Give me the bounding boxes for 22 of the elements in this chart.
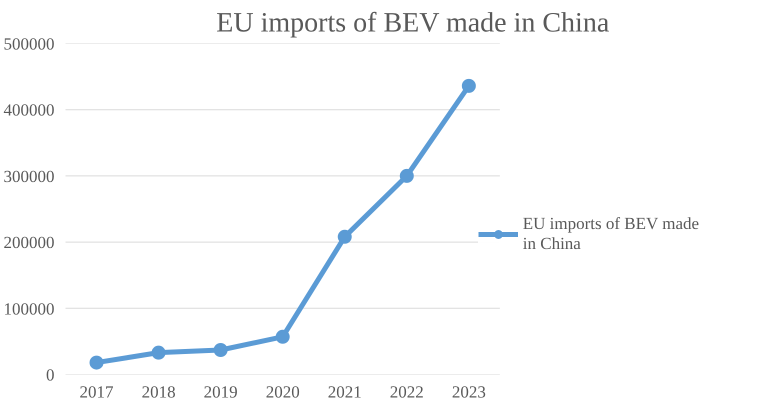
x-tick-label: 2019 [204,382,238,402]
x-tick-label: 2020 [266,382,300,402]
point [276,330,290,344]
x-tick-label: 2022 [390,382,424,402]
point [214,343,228,357]
x-tick-label: 2023 [452,382,486,402]
chart-title: EU imports of BEV made in China [216,8,610,38]
y-tick-label: 400000 [4,100,54,120]
y-tick-label: 200000 [4,233,54,252]
x-tick-label: 2021 [328,382,362,402]
point [152,346,166,360]
point [338,230,352,244]
y-tick-label: 0 [46,366,54,384]
y-tick-label: 300000 [4,166,54,186]
point [400,168,414,183]
y-tick-label: 500000 [4,34,54,54]
x-tick-label: 2018 [142,382,176,402]
legend-label: EU imports of BEV made in China [522,214,700,254]
point [90,356,104,370]
y-tick-label: 100000 [4,299,54,318]
x-tick-label: 2017 [80,382,114,402]
point [462,78,476,93]
